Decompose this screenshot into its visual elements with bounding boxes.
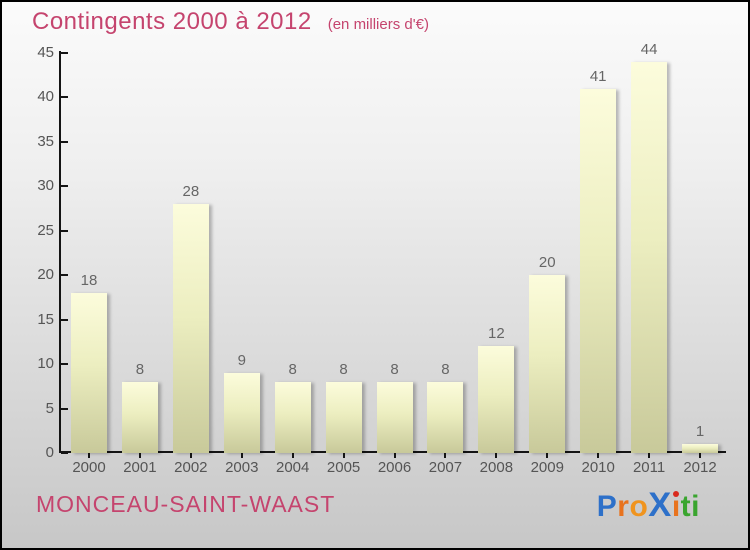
logo-letter: P — [596, 490, 618, 523]
bar — [529, 275, 566, 453]
y-tick-mark — [61, 96, 68, 99]
bar — [71, 293, 107, 453]
bar-value-label: 18 — [80, 272, 98, 289]
logo-letter: i — [691, 490, 700, 523]
bar — [580, 89, 617, 453]
bar-value-label: 8 — [339, 361, 348, 378]
bar — [172, 204, 209, 453]
x-tick-mark — [699, 453, 702, 458]
bar — [223, 373, 260, 453]
bar — [682, 444, 719, 453]
y-tick-mark — [61, 185, 68, 188]
x-tick-label: 2002 — [174, 459, 208, 476]
x-tick-label: 2003 — [225, 459, 259, 476]
y-tick-mark — [61, 274, 68, 277]
bar-value-label: 12 — [488, 325, 505, 342]
y-tick-mark — [61, 229, 68, 232]
x-tick-mark — [88, 453, 90, 458]
logo-i-dot — [673, 491, 680, 497]
y-tick-label: 10 — [37, 355, 54, 373]
bar — [376, 382, 413, 453]
y-tick-mark — [61, 452, 68, 454]
x-tick-mark — [189, 453, 192, 458]
y-tick-mark — [61, 140, 68, 143]
y-tick-label: 20 — [37, 266, 54, 284]
y-tick-label: 40 — [37, 88, 54, 106]
x-tick-mark — [240, 453, 243, 458]
bar — [427, 382, 464, 453]
x-tick-label: 2001 — [123, 459, 157, 476]
logo-letter: X — [648, 486, 672, 524]
bar — [478, 346, 515, 453]
bar — [274, 382, 311, 453]
location-label: MONCEAU-SAINT-WAAST — [36, 491, 336, 517]
y-tick-mark — [61, 363, 68, 366]
x-tick-mark — [546, 453, 549, 458]
chart-title: Contingents 2000 à 2012 — [32, 8, 312, 35]
y-tick-mark — [61, 318, 68, 321]
y-tick-label: 25 — [37, 221, 54, 239]
logo-letter: o — [629, 490, 649, 523]
x-tick-label: 2010 — [581, 459, 615, 476]
bar — [325, 382, 362, 453]
x-tick-label: 2008 — [479, 459, 514, 476]
bar-value-label: 9 — [237, 352, 246, 369]
x-tick-label: 2006 — [377, 459, 412, 476]
x-tick-mark — [138, 453, 141, 458]
y-axis-line — [59, 51, 61, 453]
x-tick-label: 2012 — [683, 459, 717, 476]
bar-value-label: 8 — [390, 361, 399, 378]
x-tick-label: 2005 — [326, 459, 361, 476]
y-tick-label: 0 — [45, 444, 54, 461]
bar-value-label: 8 — [288, 361, 297, 378]
x-tick-label: 2009 — [530, 459, 564, 476]
bar-value-label: 20 — [538, 254, 556, 271]
proxiti-logo: ProXı ti — [597, 488, 700, 524]
bar-value-label: 8 — [135, 361, 145, 378]
logo-letter: r — [617, 490, 630, 523]
y-tick-label: 35 — [37, 132, 54, 150]
x-tick-mark — [444, 453, 447, 458]
x-tick-mark — [342, 453, 345, 458]
y-tick-label: 30 — [37, 177, 54, 195]
x-tick-mark — [495, 453, 498, 458]
bar-value-label: 41 — [589, 68, 607, 85]
bar-value-label: 1 — [695, 423, 705, 440]
y-tick-mark — [61, 52, 68, 54]
y-tick-label: 5 — [45, 399, 54, 417]
y-tick-label: 45 — [37, 44, 54, 61]
chart-subtitle: (en milliers d'€) — [327, 16, 429, 33]
x-tick-label: 2004 — [275, 459, 310, 476]
x-tick-label: 2011 — [632, 459, 666, 476]
y-tick-label: 15 — [37, 310, 54, 328]
bar-value-label: 44 — [640, 41, 658, 58]
x-tick-mark — [648, 453, 651, 458]
bar — [631, 62, 668, 453]
x-tick-mark — [291, 453, 294, 458]
bar-value-label: 8 — [441, 361, 450, 378]
logo-letter: ı — [671, 490, 681, 523]
bar — [121, 382, 158, 453]
y-tick-mark — [61, 407, 68, 410]
x-tick-label: 2007 — [428, 459, 463, 476]
x-tick-mark — [597, 453, 600, 458]
logo-letter: t — [680, 490, 692, 523]
x-tick-label: 2000 — [72, 459, 106, 476]
bar-value-label: 28 — [182, 183, 200, 200]
x-tick-mark — [393, 453, 396, 458]
chart-header: Contingents 2000 à 2012 (en milliers d'€… — [32, 8, 429, 36]
